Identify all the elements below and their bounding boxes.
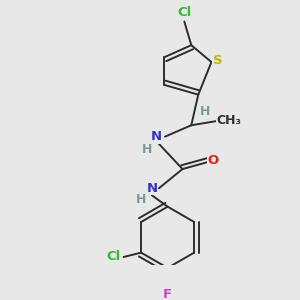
Text: S: S [213, 54, 222, 67]
Text: N: N [151, 130, 162, 143]
Text: Cl: Cl [177, 6, 191, 19]
Text: Cl: Cl [106, 250, 120, 263]
Text: H: H [142, 143, 153, 156]
Text: CH₃: CH₃ [216, 114, 242, 128]
Text: O: O [208, 154, 219, 167]
Text: H: H [200, 105, 211, 118]
Text: H: H [136, 193, 147, 206]
Text: N: N [146, 182, 158, 195]
Text: F: F [163, 288, 172, 300]
